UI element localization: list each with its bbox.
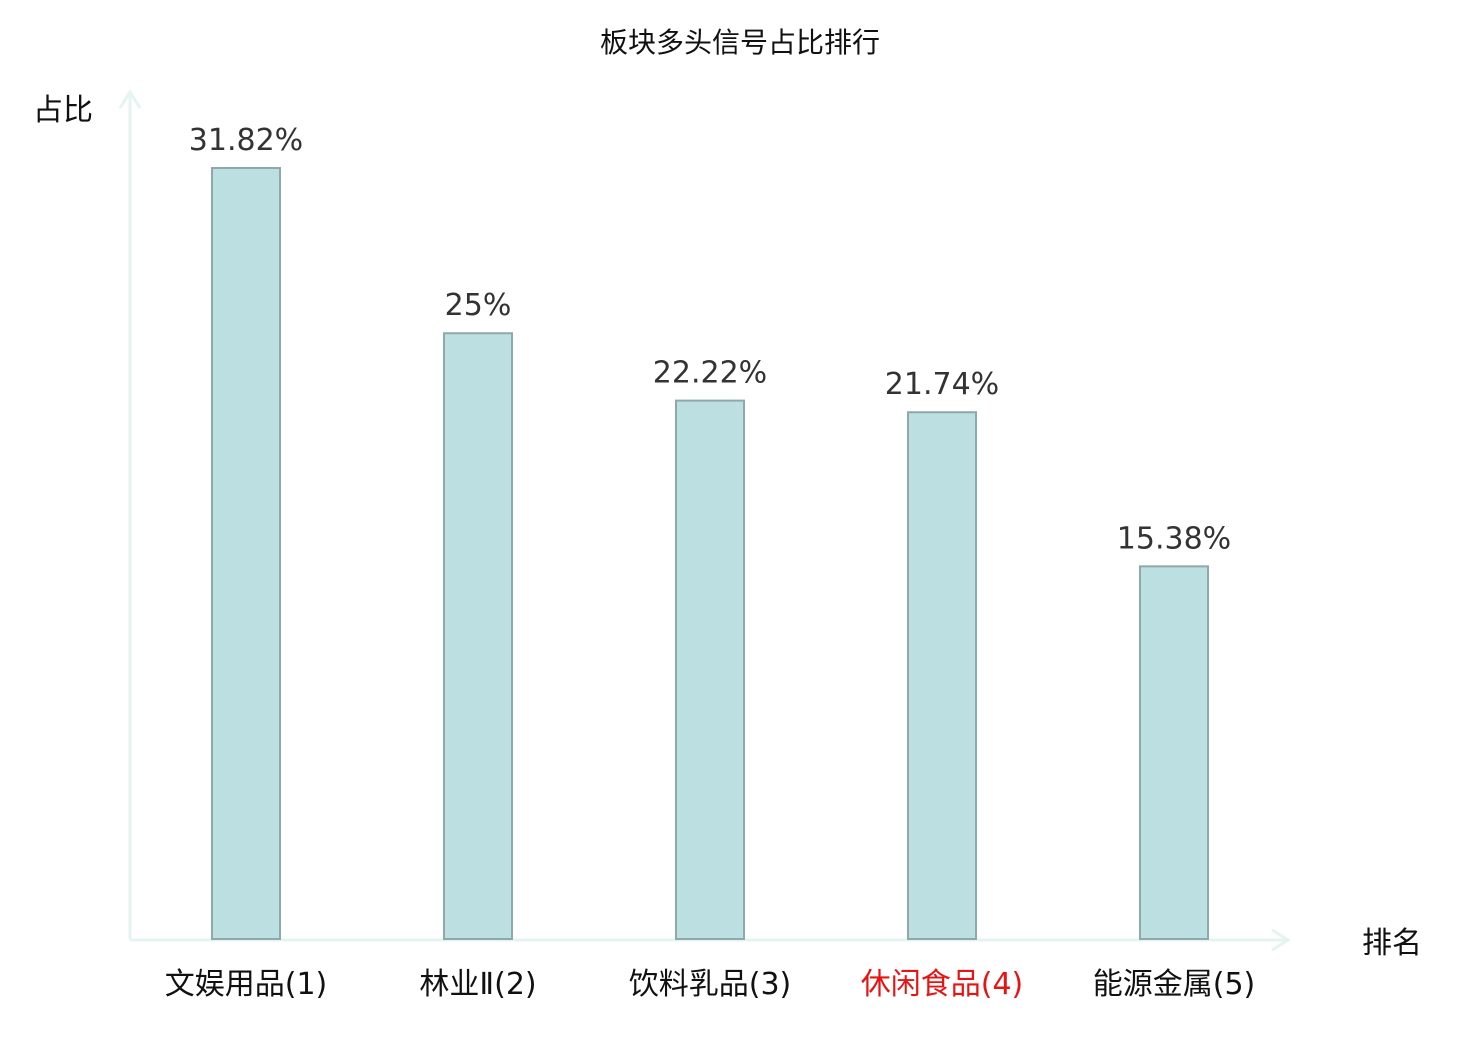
value-label: 15.38% (1117, 521, 1231, 556)
category-labels-group: 文娱用品(1) 林业Ⅱ(2) 饮料乳品(3) 休闲食品(4) 能源金属(5) (165, 967, 1256, 1002)
category-label: 能源金属(5) (1093, 967, 1256, 1002)
chart-title: 板块多头信号占比排行 (600, 26, 880, 59)
y-axis-arrow (118, 89, 142, 109)
bar (675, 399, 745, 941)
x-axis-label: 排名 (1362, 926, 1422, 961)
category-label: 文娱用品(1) (165, 967, 328, 1002)
category-label: 饮料乳品(3) (629, 967, 792, 1002)
y-axis (118, 89, 142, 940)
x-axis-arrow (1271, 928, 1291, 952)
bar (907, 411, 977, 940)
value-label: 21.74% (885, 367, 999, 402)
category-label: 休闲食品(4) (861, 967, 1024, 1002)
category-label: 林业Ⅱ(2) (419, 967, 536, 1002)
y-axis-label: 占比 (33, 93, 93, 128)
bar (211, 167, 281, 940)
value-labels-group: 31.82% 25% 22.22% 21.74% 15.38% (189, 123, 1231, 556)
bar (1139, 565, 1209, 940)
bar (443, 332, 513, 940)
value-label: 25% (445, 288, 512, 323)
value-label: 22.22% (653, 356, 767, 391)
bars-group (211, 167, 1209, 941)
value-label: 31.82% (189, 123, 303, 158)
